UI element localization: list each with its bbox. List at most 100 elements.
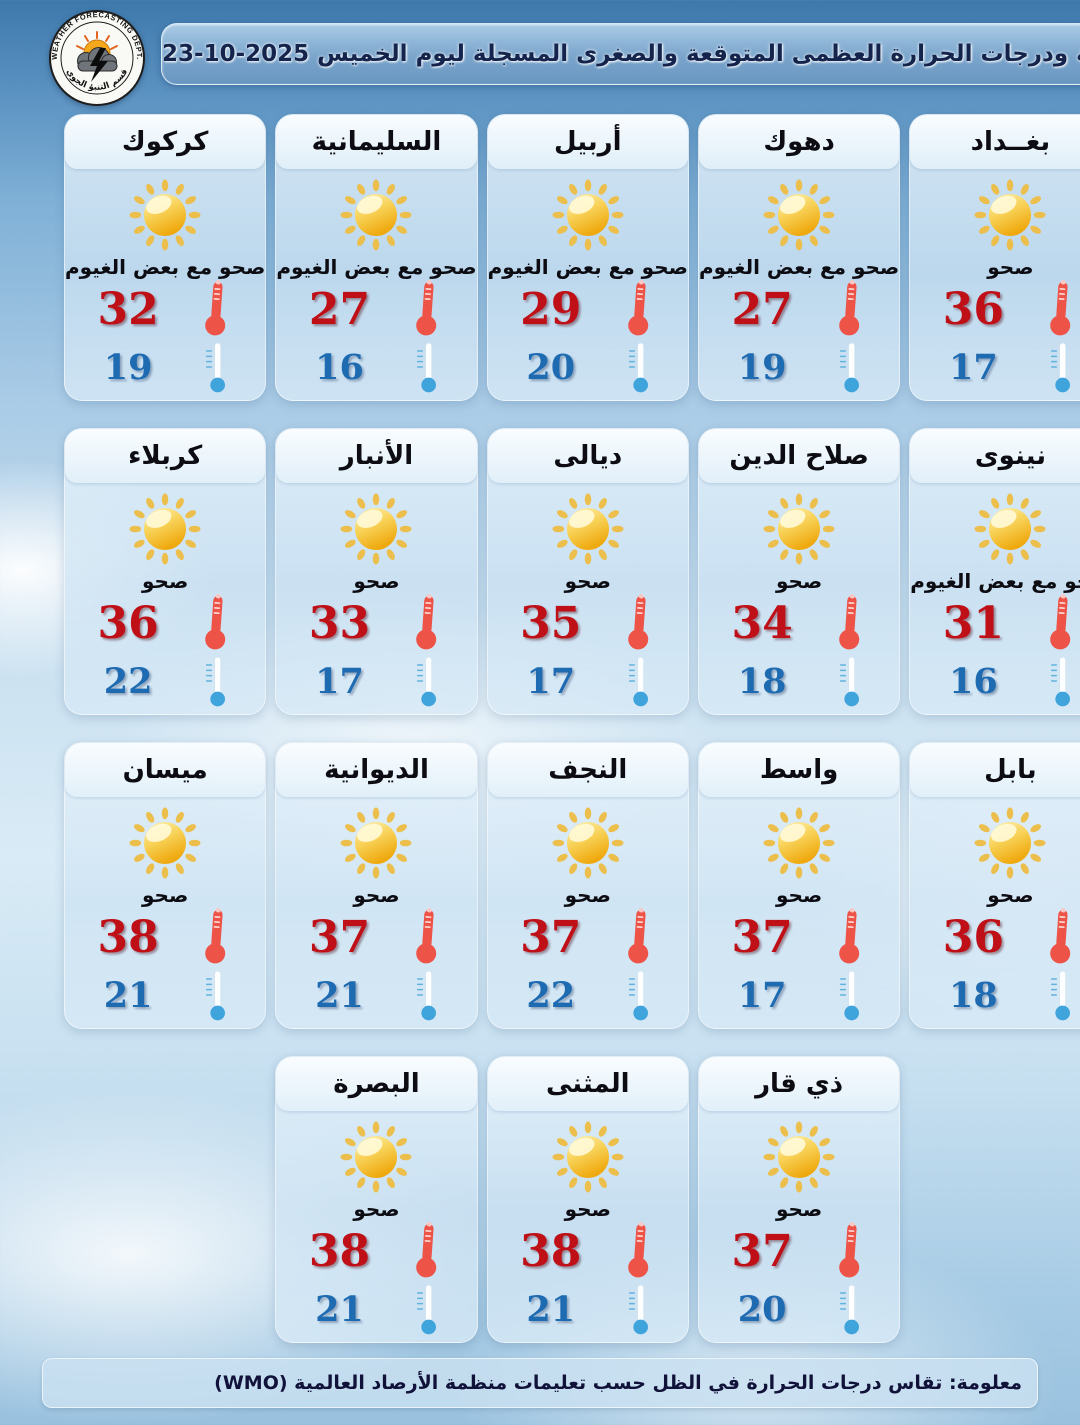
city-card-header: واسط <box>698 743 900 797</box>
max-temperature: 36 <box>942 283 1005 335</box>
max-temp-row: 38 <box>488 1222 688 1279</box>
city-card-header: نينوى <box>910 429 1080 483</box>
thermometer-red-icon <box>197 279 235 339</box>
weather-condition: صحو <box>564 1197 611 1221</box>
weather-forecasting-dept-logo: WEATHER FORECASTING DEPT. <box>44 8 150 112</box>
page-header: WEATHER FORECASTING DEPT. <box>0 0 1080 106</box>
city-card-header: النجف <box>487 743 688 797</box>
sun-icon <box>549 804 627 882</box>
min-temp-row: 16 <box>276 339 476 395</box>
thermometer-blue-icon <box>620 967 658 1023</box>
max-temp-row: 33 <box>276 594 476 651</box>
max-temperature: 38 <box>520 1225 582 1277</box>
max-temperature: 27 <box>731 283 793 335</box>
min-temp-row: 19 <box>699 339 899 395</box>
city-card: كربلاء <box>64 428 267 715</box>
thermometer-blue-icon <box>1042 339 1080 395</box>
title-bar: الحالة الجوية ودرجات الحرارة العظمى المت… <box>161 23 1080 85</box>
thermometer-red-icon <box>831 593 869 653</box>
min-temperature: 21 <box>103 974 153 1016</box>
city-card-header: ذي قار <box>698 1057 900 1111</box>
min-temp-row: 22 <box>488 967 688 1023</box>
max-temperature: 37 <box>731 911 793 963</box>
city-card-header: كركوك <box>65 115 266 169</box>
cities-grid: كركوك <box>64 114 1080 1343</box>
max-temperature: 37 <box>308 911 371 963</box>
weather-condition: صحو <box>564 883 611 907</box>
city-card: بغــداد <box>909 114 1080 401</box>
max-temp-row: 37 <box>699 907 899 967</box>
max-temperature: 34 <box>731 597 793 649</box>
weather-condition: صحو <box>353 883 400 907</box>
min-temperature: 21 <box>315 1288 364 1330</box>
min-temp-row: 16 <box>910 653 1080 709</box>
city-card: البصرة <box>275 1056 478 1343</box>
city-card-header: البصرة <box>276 1057 477 1111</box>
city-card: واسط <box>697 742 901 1029</box>
thermometer-red-icon <box>408 1221 446 1281</box>
thermometer-blue-icon <box>831 1281 869 1337</box>
city-card-header: المثنى <box>487 1057 688 1111</box>
thermometer-red-icon <box>1042 907 1080 967</box>
city-card: دهوك <box>697 114 901 401</box>
min-temp-row: 17 <box>488 653 688 709</box>
min-temperature: 18 <box>949 974 998 1016</box>
max-temperature: 29 <box>520 283 582 335</box>
sun-icon <box>760 176 838 254</box>
max-temp-row: 31 <box>910 593 1080 653</box>
city-card: كركوك <box>64 114 267 401</box>
thermometer-red-icon <box>408 279 446 339</box>
min-temperature: 16 <box>949 660 998 702</box>
sun-icon <box>760 490 838 568</box>
thermometer-red-icon <box>1042 593 1080 653</box>
min-temperature: 16 <box>315 346 364 388</box>
min-temp-row: 18 <box>699 653 899 709</box>
thermometer-blue-icon <box>620 339 658 395</box>
footer-note: معلومة: تقاس درجات الحرارة في الظل حسب ت… <box>214 1372 1022 1394</box>
city-name: الديوانية <box>324 755 429 785</box>
weather-condition: صحو <box>142 883 189 907</box>
sun-icon <box>126 176 204 254</box>
city-card: نينوى <box>909 428 1080 715</box>
city-card: المثنى <box>486 1056 689 1343</box>
thermometer-red-icon <box>620 279 658 339</box>
city-name: بغــداد <box>970 127 1051 157</box>
thermometer-blue-icon <box>197 339 235 395</box>
city-name: بابل <box>984 755 1037 785</box>
max-temperature: 33 <box>308 597 371 649</box>
min-temperature: 17 <box>526 660 576 702</box>
min-temperature: 19 <box>103 346 153 388</box>
thermometer-blue-icon <box>197 967 235 1023</box>
min-temperature: 18 <box>737 660 787 702</box>
max-temp-row: 37 <box>699 1222 899 1279</box>
weather-condition: صحو <box>775 569 823 593</box>
max-temp-row: 36 <box>910 907 1080 967</box>
thermometer-blue-icon <box>620 653 658 709</box>
thermometer-red-icon <box>831 907 869 967</box>
city-card: ميسان <box>64 742 267 1029</box>
city-name: البصرة <box>333 1069 420 1099</box>
max-temperature: 32 <box>97 283 159 335</box>
max-temperature: 37 <box>520 911 582 963</box>
city-name: صلاح الدين <box>729 441 869 471</box>
min-temperature: 17 <box>315 660 364 702</box>
page-title: الحالة الجوية ودرجات الحرارة العظمى المت… <box>162 41 1080 67</box>
min-temp-row: 21 <box>276 967 476 1023</box>
min-temp-row: 18 <box>910 967 1080 1023</box>
weather-condition: صحو <box>775 1197 823 1221</box>
weather-condition: صحو <box>564 569 611 593</box>
city-name: ديالى <box>553 441 623 471</box>
max-temperature: 27 <box>308 283 371 335</box>
city-card-header: أربيل <box>487 115 688 169</box>
city-card-header: دهوك <box>698 115 900 169</box>
thermometer-blue-icon <box>408 339 446 395</box>
weather-condition: صحو <box>142 569 189 593</box>
thermometer-blue-icon <box>1042 653 1080 709</box>
thermometer-blue-icon <box>197 653 235 709</box>
weather-condition: صحو مع بعض الغيوم <box>487 255 688 279</box>
min-temp-row: 17 <box>910 339 1080 395</box>
city-card: أربيل <box>486 114 689 401</box>
city-name: كربلاء <box>128 441 203 471</box>
min-temperature: 20 <box>526 346 576 388</box>
max-temp-row: 36 <box>65 594 265 651</box>
